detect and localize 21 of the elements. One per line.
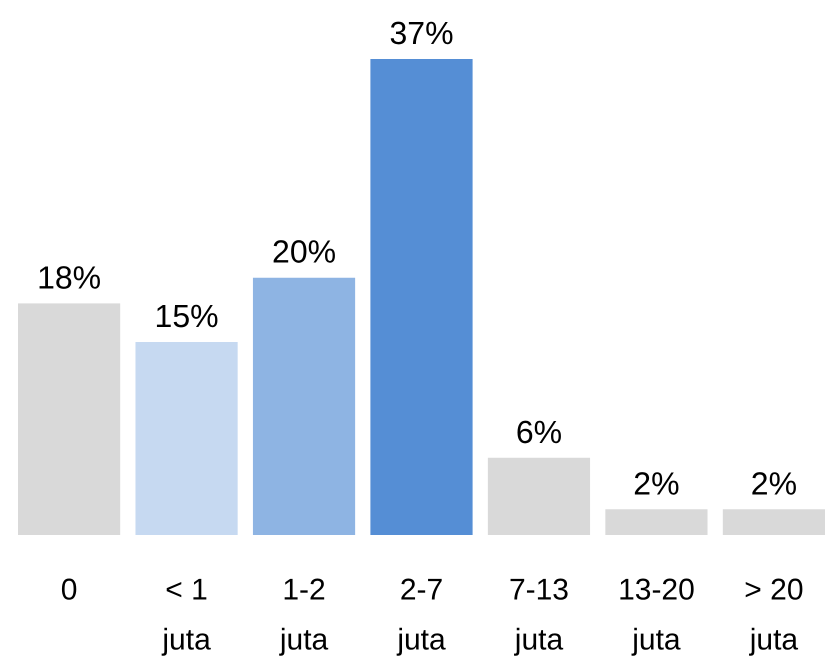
data-label: 37% — [389, 15, 454, 51]
x-tick-label: 1-2 juta — [278, 574, 329, 656]
x-tick-label: < 1 juta — [161, 574, 212, 656]
bar — [18, 303, 120, 535]
data-label: 18% — [37, 259, 102, 296]
bar — [722, 509, 825, 535]
x-tick-label: > 20 juta — [744, 574, 804, 656]
data-label: 2% — [750, 465, 798, 502]
data-label: 2% — [633, 465, 680, 502]
x-tick-label: 7-13 juta — [508, 574, 569, 656]
x-tick-label: 13-20 juta — [618, 574, 695, 656]
bar — [370, 59, 473, 535]
x-tick-label: 2-7 juta — [396, 574, 446, 656]
bar — [605, 509, 708, 535]
bar — [488, 458, 590, 535]
data-label: 20% — [272, 234, 336, 270]
bar — [135, 342, 238, 535]
bar — [252, 278, 356, 535]
data-label: 6% — [516, 414, 562, 450]
x-tick-label: 0 — [60, 574, 78, 606]
data-label: 15% — [154, 298, 219, 334]
